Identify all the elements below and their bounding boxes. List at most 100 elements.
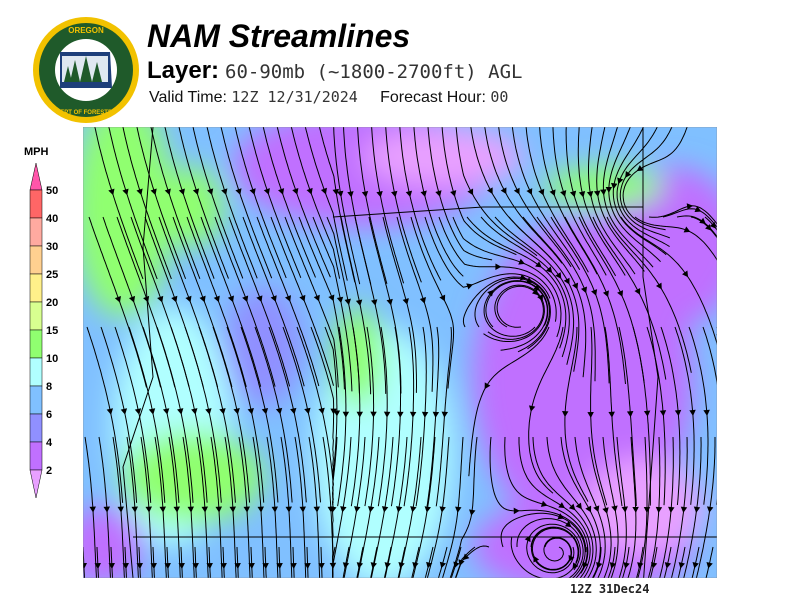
arrowhead	[455, 506, 462, 513]
arrowhead	[213, 295, 220, 303]
arrowhead	[114, 295, 121, 303]
arrowhead	[664, 562, 672, 569]
arrowhead	[395, 506, 403, 513]
legend-tick-label: 40	[46, 213, 58, 225]
legend-bin	[29, 301, 43, 331]
arrowhead	[192, 562, 199, 570]
arrowhead	[199, 295, 206, 303]
arrowhead	[219, 408, 226, 415]
arrowhead	[569, 190, 577, 198]
arrowhead	[145, 506, 152, 513]
arrowhead	[561, 411, 569, 418]
arrowhead	[131, 506, 138, 513]
arrowhead	[318, 407, 325, 415]
legend-bin	[29, 245, 43, 275]
arrowhead	[424, 506, 431, 513]
arrowhead	[405, 190, 413, 198]
arrowhead	[120, 408, 128, 415]
arrowhead	[171, 295, 178, 303]
arrowhead	[207, 188, 214, 196]
arrowhead	[617, 177, 624, 185]
arrowhead	[572, 282, 579, 290]
arrowhead	[678, 562, 685, 569]
arrowhead	[337, 190, 344, 198]
arrowhead	[148, 408, 156, 415]
legend-tick-label: 25	[46, 269, 58, 281]
legend-tick-label: 30	[46, 241, 58, 253]
arrowhead	[563, 277, 570, 285]
arrowhead	[164, 562, 171, 570]
arrowhead	[564, 521, 572, 528]
arrowhead	[420, 190, 427, 198]
arrowhead	[89, 506, 96, 513]
arrowhead	[122, 562, 129, 570]
svg-text:OREGON: OREGON	[68, 26, 104, 35]
arrowhead	[528, 405, 536, 412]
arrowhead	[441, 411, 449, 418]
arrowhead	[582, 561, 589, 569]
arrowhead	[439, 506, 446, 513]
arrowhead	[580, 286, 588, 294]
arrowhead	[376, 190, 383, 198]
arrowhead	[136, 188, 143, 196]
arrowhead	[242, 295, 249, 303]
arrowhead	[692, 562, 699, 569]
arrowhead	[484, 382, 491, 390]
legend-tick-label: 20	[46, 297, 58, 309]
legend-bin	[29, 273, 43, 303]
arrowhead	[605, 186, 613, 193]
arrowhead	[285, 506, 292, 513]
arrowhead	[263, 188, 270, 195]
arrowhead	[381, 506, 389, 513]
legend-tick-label: 4	[46, 437, 53, 449]
arrowhead	[426, 561, 433, 569]
valid-stamp: 12Z 31Dec24	[570, 582, 650, 596]
arrowhead	[318, 563, 325, 570]
arrowhead	[277, 188, 285, 195]
legend-under-arrow	[29, 469, 43, 499]
arrowhead	[560, 190, 567, 197]
arrowhead	[683, 226, 691, 233]
arrowhead	[611, 505, 618, 512]
legend-unit: MPH	[24, 146, 49, 158]
odf-logo: OREGON DEPT OF FORESTRY	[33, 17, 139, 123]
streamline-map	[83, 127, 717, 578]
arrowhead	[391, 190, 398, 198]
arrowhead	[558, 502, 565, 509]
arrowhead	[466, 283, 473, 290]
legend-tick-label: 10	[46, 353, 58, 365]
arrowhead	[495, 263, 502, 270]
arrowhead	[625, 170, 632, 178]
arrowhead	[462, 553, 470, 561]
arrowhead	[336, 296, 344, 304]
arrowhead	[355, 299, 363, 306]
arrowhead	[205, 408, 212, 415]
arrowhead	[709, 221, 717, 229]
arrowhead	[367, 506, 375, 513]
arrowhead	[410, 506, 417, 513]
arrowhead	[150, 188, 157, 196]
arrowhead	[637, 562, 644, 569]
arrowhead	[609, 562, 617, 569]
arrowhead	[397, 411, 404, 418]
arrowhead	[587, 411, 594, 418]
arrowhead	[187, 506, 194, 513]
arrowhead	[650, 562, 658, 569]
arrowhead	[602, 507, 609, 514]
arrowhead	[487, 289, 494, 297]
legend-tick-label: 15	[46, 325, 58, 337]
arrowhead	[371, 299, 378, 306]
arrowhead	[450, 190, 457, 197]
arrowhead	[215, 506, 222, 513]
arrowhead	[103, 506, 110, 513]
arrowhead	[655, 506, 663, 514]
arrowhead	[513, 187, 520, 195]
arrowhead	[108, 562, 115, 570]
arrowhead	[439, 561, 447, 569]
legend-bin	[29, 189, 43, 219]
legend-bin	[29, 217, 43, 247]
arrowhead	[284, 295, 292, 302]
arrowhead	[106, 408, 114, 415]
arrowhead	[276, 562, 283, 570]
arrowhead	[191, 408, 198, 415]
